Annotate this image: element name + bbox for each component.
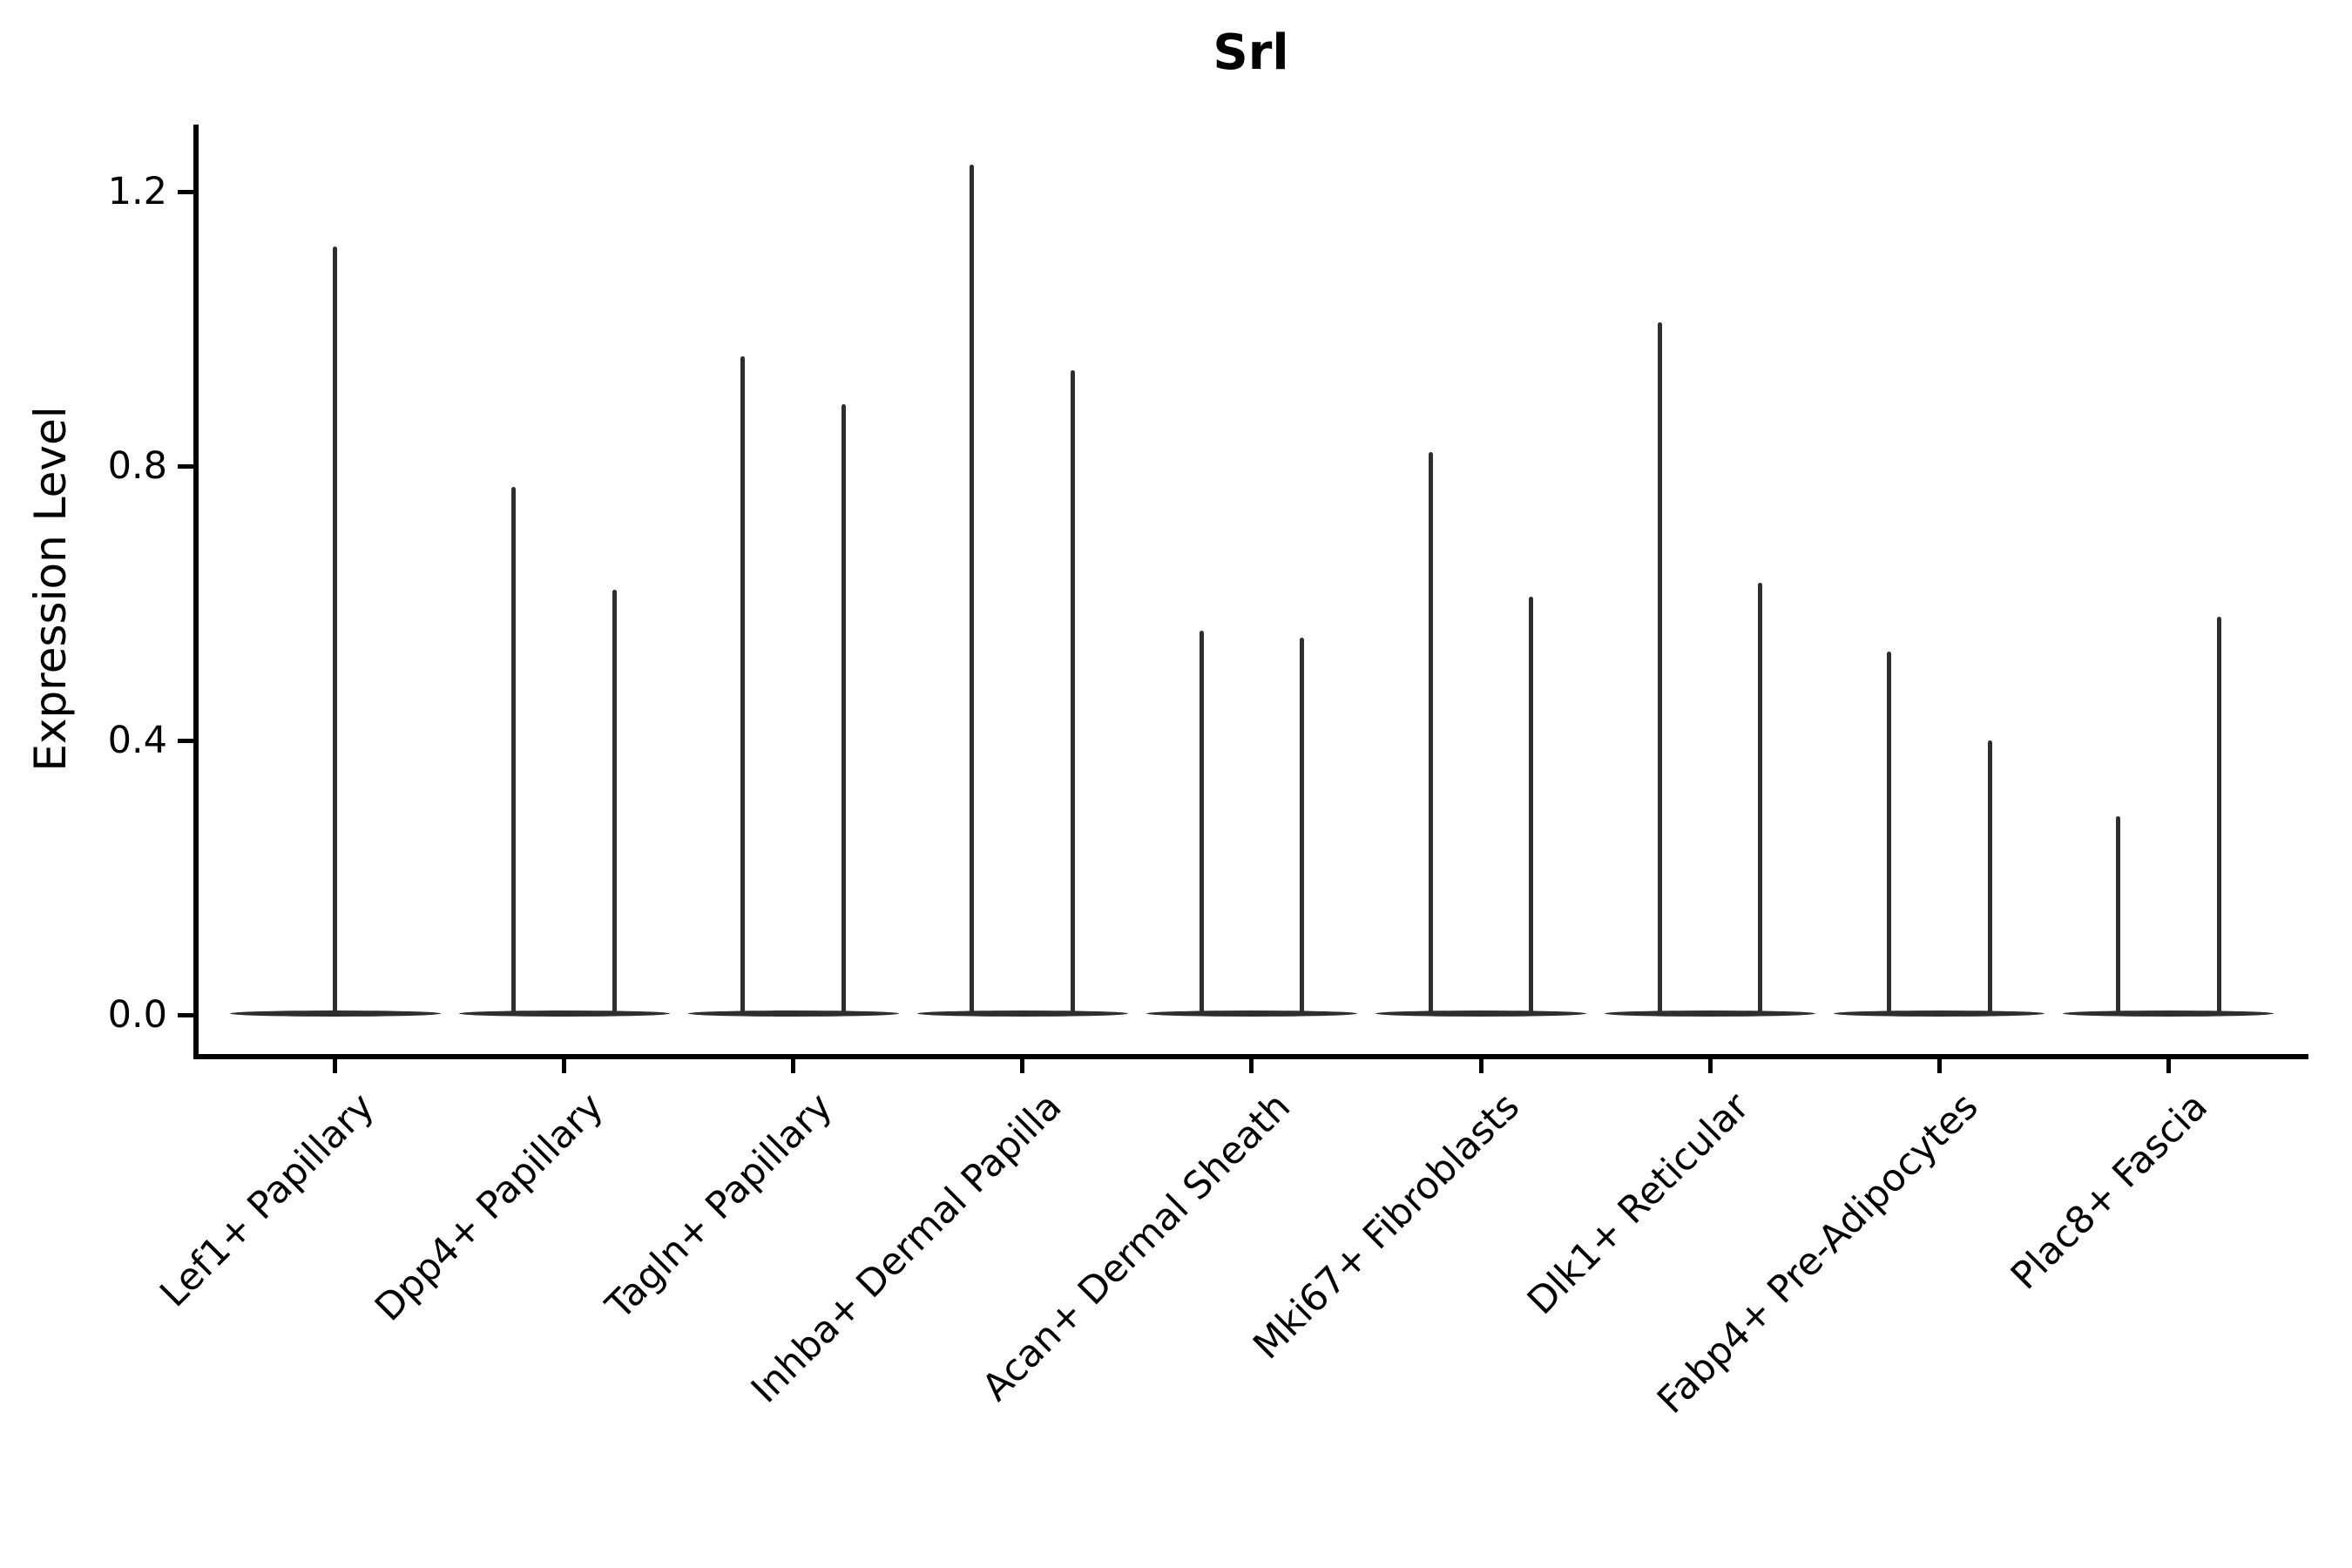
x-tick-label: Mki67+ Fibroblasts: [1245, 1085, 1529, 1369]
violin-spike: [1071, 369, 1076, 1015]
violin-base: [916, 1010, 1128, 1017]
y-axis-spine: [193, 125, 199, 1059]
violin-spike: [1657, 321, 1662, 1015]
y-tick-label: 1.2: [107, 170, 167, 213]
x-tick: [2166, 1059, 2171, 1073]
violin-spike: [1199, 631, 1204, 1015]
x-tick-label: Plac8+ Fascia: [2003, 1085, 2216, 1299]
y-tick: [178, 1012, 193, 1017]
violin-spike: [740, 356, 746, 1015]
x-tick: [791, 1059, 796, 1073]
y-tick: [178, 189, 193, 194]
violin-base: [1375, 1010, 1586, 1017]
x-tick: [1249, 1059, 1254, 1073]
violin-base: [1605, 1010, 1816, 1017]
y-tick-label: 0.4: [107, 719, 167, 762]
violin-spike: [511, 486, 517, 1015]
y-tick: [178, 738, 193, 743]
violin-spike: [1758, 582, 1763, 1015]
violin-base: [2063, 1010, 2274, 1017]
x-tick-label: Dpp4+ Papillary: [367, 1085, 612, 1330]
chart-title: Srl: [1213, 24, 1289, 81]
y-tick-label: 0.0: [107, 993, 167, 1037]
x-tick: [1936, 1059, 1942, 1073]
violin-spike: [1987, 740, 1992, 1015]
violin-base: [1834, 1010, 2045, 1017]
x-tick: [562, 1059, 567, 1073]
violin-spike: [612, 589, 617, 1015]
violin-base: [1146, 1010, 1357, 1017]
x-tick-label: Tagln+ Papillary: [598, 1085, 841, 1328]
violin-spike: [1529, 596, 1534, 1015]
violin-spike: [333, 247, 337, 1015]
violin-spike: [841, 404, 847, 1015]
y-tick: [178, 463, 193, 469]
x-tick-label: Dlk1+ Reticular: [1519, 1085, 1758, 1324]
violin-spike: [1300, 637, 1305, 1015]
violin-spike: [970, 164, 975, 1015]
violin-base: [687, 1010, 899, 1017]
violin-base: [458, 1010, 670, 1017]
violin-spike: [2216, 617, 2221, 1015]
violin-spike: [2115, 815, 2120, 1015]
x-tick: [1478, 1059, 1484, 1073]
x-axis-spine: [193, 1054, 2308, 1059]
violin-spike: [1886, 651, 1891, 1015]
x-tick-label: Lef1+ Papillary: [152, 1085, 383, 1316]
x-tick: [1020, 1059, 1025, 1073]
y-tick-label: 0.8: [107, 444, 167, 488]
x-tick: [333, 1059, 337, 1073]
violin-spike: [1428, 452, 1433, 1015]
x-tick: [1707, 1059, 1713, 1073]
